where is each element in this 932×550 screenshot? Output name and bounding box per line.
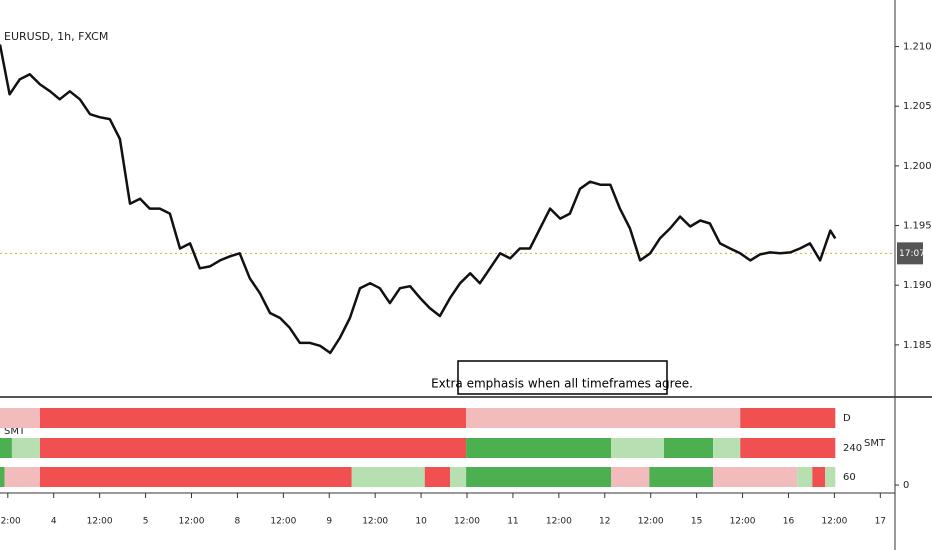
timeframe-segment	[39, 467, 352, 487]
timeframe-segment	[466, 467, 612, 487]
x-tick-label: 12	[599, 517, 610, 527]
x-tick-label: 12:00	[362, 517, 388, 527]
x-tick-label: 12:00	[454, 517, 480, 527]
timeframe-segment	[797, 467, 813, 487]
timeframe-segment	[466, 408, 741, 428]
symbol-title: EURUSD, 1h, FXCM	[4, 30, 108, 43]
timeframe-segment	[351, 467, 425, 487]
annotation-box	[457, 360, 668, 395]
x-tick-label: 12:00	[730, 517, 756, 527]
x-tick-label: 12:00	[270, 517, 296, 527]
x-tick-label: 15	[691, 517, 702, 527]
y-tick-label: 1.19500	[903, 221, 932, 232]
x-tick-label: 12:00	[87, 517, 113, 527]
y-tick-label: 1.19000	[903, 280, 932, 291]
x-tick-label: 12:00	[638, 517, 664, 527]
timeframe-segment	[424, 467, 451, 487]
indicator-title-right: SMT	[864, 438, 886, 449]
timeframe-segment	[611, 438, 665, 458]
indicator-title: SMT	[4, 426, 26, 437]
timeframe-segment	[39, 438, 467, 458]
timeframe-segment	[450, 467, 467, 487]
y-tick-label: 1.18500	[903, 340, 932, 351]
timeframe-segment	[11, 438, 40, 458]
x-tick-label: 11	[507, 517, 518, 527]
timeframe-segment	[0, 408, 40, 428]
row-label: D	[843, 413, 851, 424]
timeframe-segment	[713, 467, 798, 487]
timeframe-segment	[825, 467, 836, 487]
x-tick-label: 9	[326, 517, 332, 527]
timeframe-segment	[740, 438, 836, 458]
x-tick-label: 5	[143, 517, 149, 527]
price-line-series	[0, 44, 837, 355]
timeframe-segment	[39, 408, 467, 428]
annotation: Extra emphasis when all timeframes agree…	[431, 377, 693, 391]
x-tick-label: 17	[875, 517, 886, 527]
row-label: 240	[843, 443, 862, 454]
timeframe-segment	[0, 467, 5, 487]
timeframe-segment	[649, 467, 714, 487]
y-tick-label: 0	[903, 480, 909, 491]
x-tick-label: 12:00	[179, 517, 205, 527]
x-tick-label: 12:00	[546, 517, 572, 527]
timeframe-segment	[740, 408, 836, 428]
countdown-label: 17:07	[899, 249, 925, 259]
x-tick-label: 16	[783, 517, 795, 527]
x-tick-label: 12:00	[0, 517, 21, 527]
x-tick-label: 4	[51, 517, 57, 527]
timeframe-segment	[466, 438, 612, 458]
x-tick-label: 12:00	[821, 517, 847, 527]
timeframe-segment	[4, 467, 40, 487]
timeframe-segment	[611, 467, 650, 487]
y-tick-label: 1.21000	[903, 42, 932, 53]
timeframe-segment	[713, 438, 741, 458]
timeframe-segment	[812, 467, 826, 487]
x-tick-label: 8	[235, 517, 241, 527]
y-tick-label: 1.20000	[903, 161, 932, 172]
timeframe-segment	[0, 438, 12, 458]
row-label: 60	[843, 472, 856, 483]
x-tick-label: 10	[415, 517, 427, 527]
timeframe-segment	[664, 438, 714, 458]
price-label-box	[897, 242, 923, 265]
y-tick-label: 1.20500	[903, 101, 932, 112]
